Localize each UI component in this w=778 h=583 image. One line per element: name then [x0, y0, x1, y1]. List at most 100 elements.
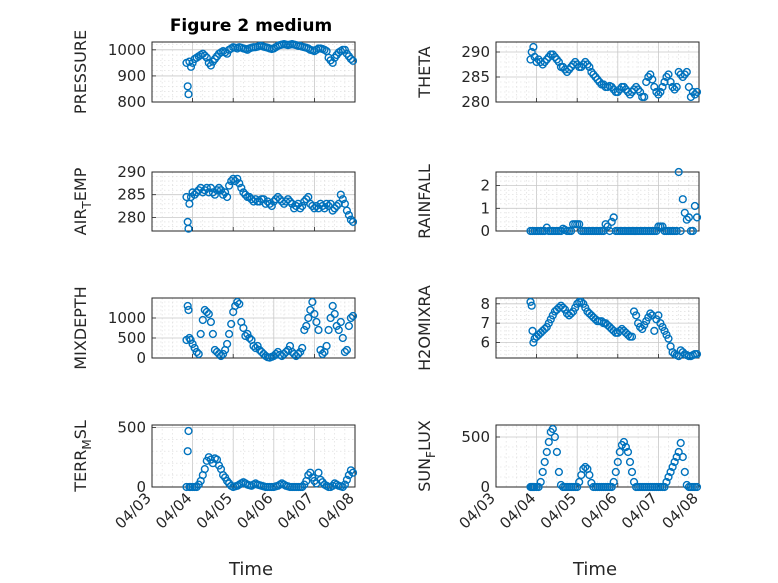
data-point: [208, 188, 218, 197]
data-point: [202, 183, 211, 193]
data-point: [603, 222, 612, 231]
data-point: [196, 329, 205, 339]
data-point: [627, 467, 637, 477]
data-point: [682, 215, 691, 224]
data-point: [328, 481, 337, 490]
data-series: [526, 424, 702, 492]
data-point: [680, 467, 689, 477]
data-point: [585, 470, 594, 480]
data-point: [629, 477, 639, 487]
data-point: [554, 467, 564, 477]
data-point: [208, 329, 218, 339]
data-point: [676, 226, 685, 236]
data-point: [219, 349, 228, 359]
data-point: [229, 174, 238, 183]
data-point: [692, 482, 702, 492]
data-point: [528, 326, 537, 336]
data-point: [235, 179, 244, 188]
data-point: [621, 442, 631, 452]
data-point: [340, 45, 350, 54]
y-tick-label: 280: [461, 93, 490, 111]
axes-frame: [495, 41, 700, 103]
data-point: [348, 217, 358, 227]
data-point: [625, 457, 635, 467]
x-axis-label-left: Time: [228, 559, 273, 580]
y-tick-label: 280: [117, 208, 146, 226]
data-point: [666, 77, 675, 87]
data-point: [192, 347, 201, 357]
data-point: [263, 197, 272, 206]
data-point: [223, 339, 232, 349]
data-series: [182, 174, 358, 233]
data-point: [273, 192, 283, 202]
data-point: [328, 206, 337, 215]
data-point: [627, 332, 637, 341]
data-point: [540, 457, 549, 467]
data-point: [214, 183, 224, 193]
data-point: [312, 317, 321, 327]
data-point: [283, 195, 293, 204]
y-axis-label: PRESSURE: [71, 30, 90, 114]
data-point: [613, 457, 622, 467]
data-point: [682, 67, 691, 77]
data-point: [607, 482, 616, 492]
data-point: [314, 468, 323, 477]
data-point: [678, 195, 687, 204]
y-tick-label: 0: [480, 222, 490, 240]
data-series: [526, 42, 702, 102]
data-point: [219, 471, 228, 480]
data-point: [344, 211, 354, 220]
data-point: [322, 199, 331, 208]
y-tick-label: 1000: [108, 309, 146, 327]
axes-frame: [495, 297, 700, 359]
data-point: [202, 53, 211, 62]
data-point: [631, 311, 641, 320]
data-point: [294, 349, 303, 359]
axes-frame: [151, 171, 356, 232]
data-point: [216, 186, 226, 195]
data-point: [644, 313, 653, 322]
data-point: [344, 321, 354, 331]
x-tick-label: 04/03: [456, 489, 499, 532]
data-point: [223, 476, 232, 486]
data-point: [183, 301, 192, 311]
data-point: [692, 213, 702, 222]
data-point: [558, 303, 568, 312]
data-point: [336, 190, 345, 199]
data-point: [560, 305, 570, 314]
subplot-6: 6 78 H2OMIXRA: [415, 285, 702, 371]
data-point: [666, 467, 675, 477]
data-point: [314, 325, 323, 335]
x-tick-label: 04/03: [112, 489, 155, 532]
data-point: [544, 319, 553, 328]
axes-frame: [151, 41, 356, 103]
data-point: [241, 331, 250, 341]
data-point: [346, 54, 356, 64]
x-tick-label: 04/07: [274, 489, 317, 532]
data-point: [548, 311, 557, 320]
data-point: [692, 87, 702, 97]
data-point: [623, 447, 633, 457]
data-point: [231, 301, 240, 311]
data-point: [330, 309, 339, 319]
data-point: [526, 297, 535, 307]
data-point: [348, 311, 358, 321]
data-point: [239, 188, 248, 197]
data-point: [581, 462, 590, 472]
data-point: [196, 183, 205, 193]
data-point: [296, 347, 305, 357]
data-point: [182, 192, 191, 202]
data-point: [623, 330, 633, 339]
data-series: [182, 426, 358, 492]
data-point: [527, 301, 536, 310]
y-axis-label: TERRMSL: [71, 420, 94, 493]
data-point: [184, 90, 193, 99]
data-point: [285, 197, 295, 206]
data-point: [243, 329, 252, 339]
data-point: [206, 317, 216, 327]
data-point: [668, 462, 677, 472]
data-point: [310, 309, 319, 319]
data-point: [237, 183, 246, 193]
y-tick-label: 290: [461, 43, 490, 61]
